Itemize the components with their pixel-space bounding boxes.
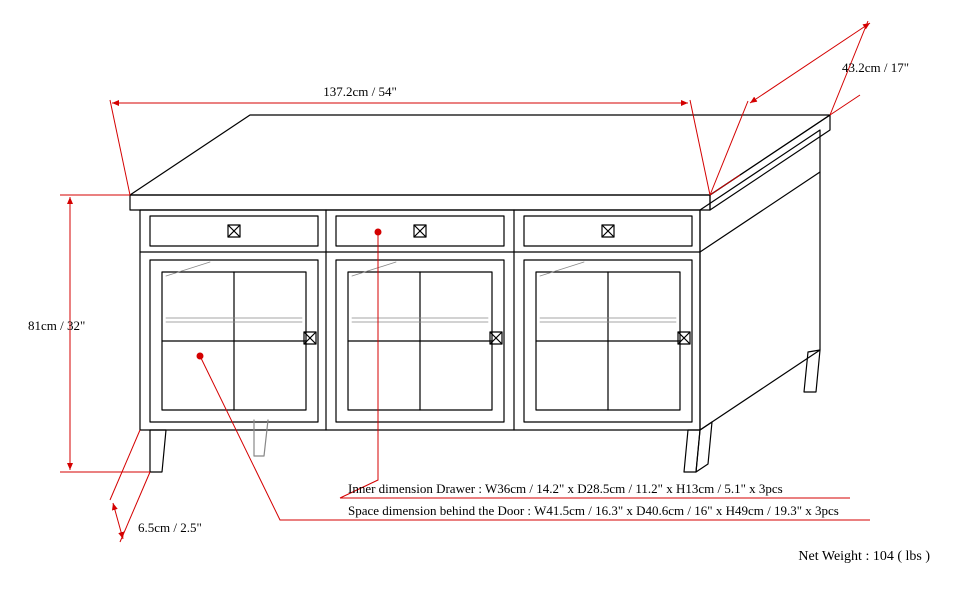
dimension-lines	[60, 20, 870, 542]
dim-width: 137.2cm / 54"	[323, 84, 397, 99]
dim-depth: 43.2cm / 17"	[842, 60, 909, 75]
drawer-knob-icon	[602, 225, 614, 237]
net-weight: Net Weight : 104 ( lbs )	[798, 549, 930, 564]
callout-drawer: Inner dimension Drawer : W36cm / 14.2" x…	[348, 481, 783, 496]
dim-leg-inset: 6.5cm / 2.5"	[138, 520, 202, 535]
callout-leaders	[197, 229, 870, 520]
drawer-knob-icon	[228, 225, 240, 237]
callout-door: Space dimension behind the Door : W41.5c…	[348, 503, 839, 518]
drawer-knob-icon	[414, 225, 426, 237]
dim-height: 81cm / 32"	[28, 318, 85, 333]
cabinet-outline	[130, 115, 830, 472]
